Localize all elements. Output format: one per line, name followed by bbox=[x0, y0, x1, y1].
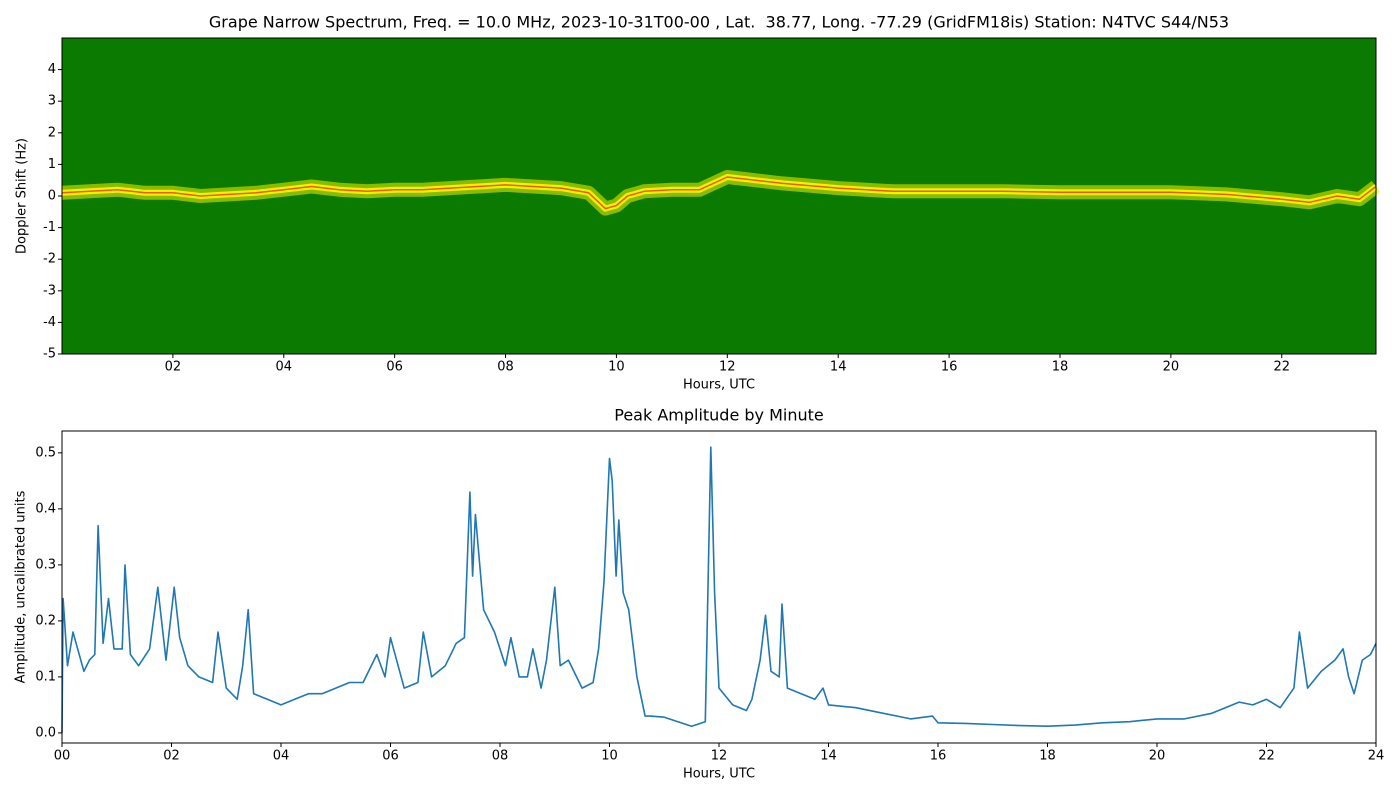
amplitude-line bbox=[61, 446, 1377, 733]
y-tick-label: 3 bbox=[48, 94, 56, 109]
x-tick-label: 24 bbox=[1368, 749, 1385, 764]
y-tick-label: 0.0 bbox=[35, 725, 56, 740]
x-axis-label: Hours, UTC bbox=[683, 378, 755, 393]
y-tick-label: 2 bbox=[48, 125, 56, 140]
y-tick-label: 4 bbox=[48, 62, 56, 77]
y-tick-label: 0.3 bbox=[35, 557, 56, 572]
x-tick-label: 02 bbox=[165, 360, 182, 375]
x-tick-label: 04 bbox=[273, 749, 290, 764]
x-tick-label: 14 bbox=[820, 749, 837, 764]
y-tick-label: 1 bbox=[48, 157, 56, 172]
y-axis-label: Doppler Shift (Hz) bbox=[15, 138, 30, 254]
y-tick-label: -2 bbox=[43, 252, 56, 267]
x-tick-label: 22 bbox=[1258, 749, 1275, 764]
x-tick-label: 06 bbox=[386, 360, 403, 375]
x-tick-label: 20 bbox=[1163, 360, 1180, 375]
x-axis-label: Hours, UTC bbox=[683, 767, 755, 782]
y-tick-label: 0.1 bbox=[35, 669, 56, 684]
x-tick-label: 16 bbox=[941, 360, 958, 375]
x-tick-label: 02 bbox=[163, 749, 180, 764]
y-tick-label: -5 bbox=[43, 347, 56, 362]
y-tick-label: 0.2 bbox=[35, 613, 56, 628]
chart-title: Grape Narrow Spectrum, Freq. = 10.0 MHz,… bbox=[209, 13, 1229, 32]
y-tick-label: 0.4 bbox=[35, 501, 56, 516]
x-tick-label: 16 bbox=[930, 749, 947, 764]
y-tick-label: -1 bbox=[43, 220, 56, 235]
x-tick-label: 08 bbox=[492, 749, 509, 764]
y-tick-label: 0 bbox=[48, 189, 56, 204]
x-tick-label: 14 bbox=[830, 360, 847, 375]
y-axis-label: Amplitude, uncalibrated units bbox=[14, 490, 29, 683]
x-tick-label: 00 bbox=[54, 749, 71, 764]
x-tick-label: 10 bbox=[601, 749, 618, 764]
x-tick-label: 12 bbox=[711, 749, 728, 764]
x-tick-label: 10 bbox=[608, 360, 625, 375]
x-tick-label: 06 bbox=[382, 749, 399, 764]
x-tick-label: 18 bbox=[1052, 360, 1069, 375]
doppler-trace-core bbox=[61, 176, 1377, 210]
chart-title: Peak Amplitude by Minute bbox=[614, 406, 824, 425]
x-tick-label: 20 bbox=[1149, 749, 1166, 764]
x-tick-label: 04 bbox=[275, 360, 292, 375]
y-tick-label: -4 bbox=[43, 315, 56, 330]
x-tick-label: 18 bbox=[1039, 749, 1056, 764]
x-tick-label: 08 bbox=[497, 360, 514, 375]
x-tick-label: 12 bbox=[719, 360, 736, 375]
y-tick-label: 0.5 bbox=[35, 445, 56, 460]
x-tick-label: 22 bbox=[1273, 360, 1290, 375]
y-tick-label: -3 bbox=[43, 283, 56, 298]
